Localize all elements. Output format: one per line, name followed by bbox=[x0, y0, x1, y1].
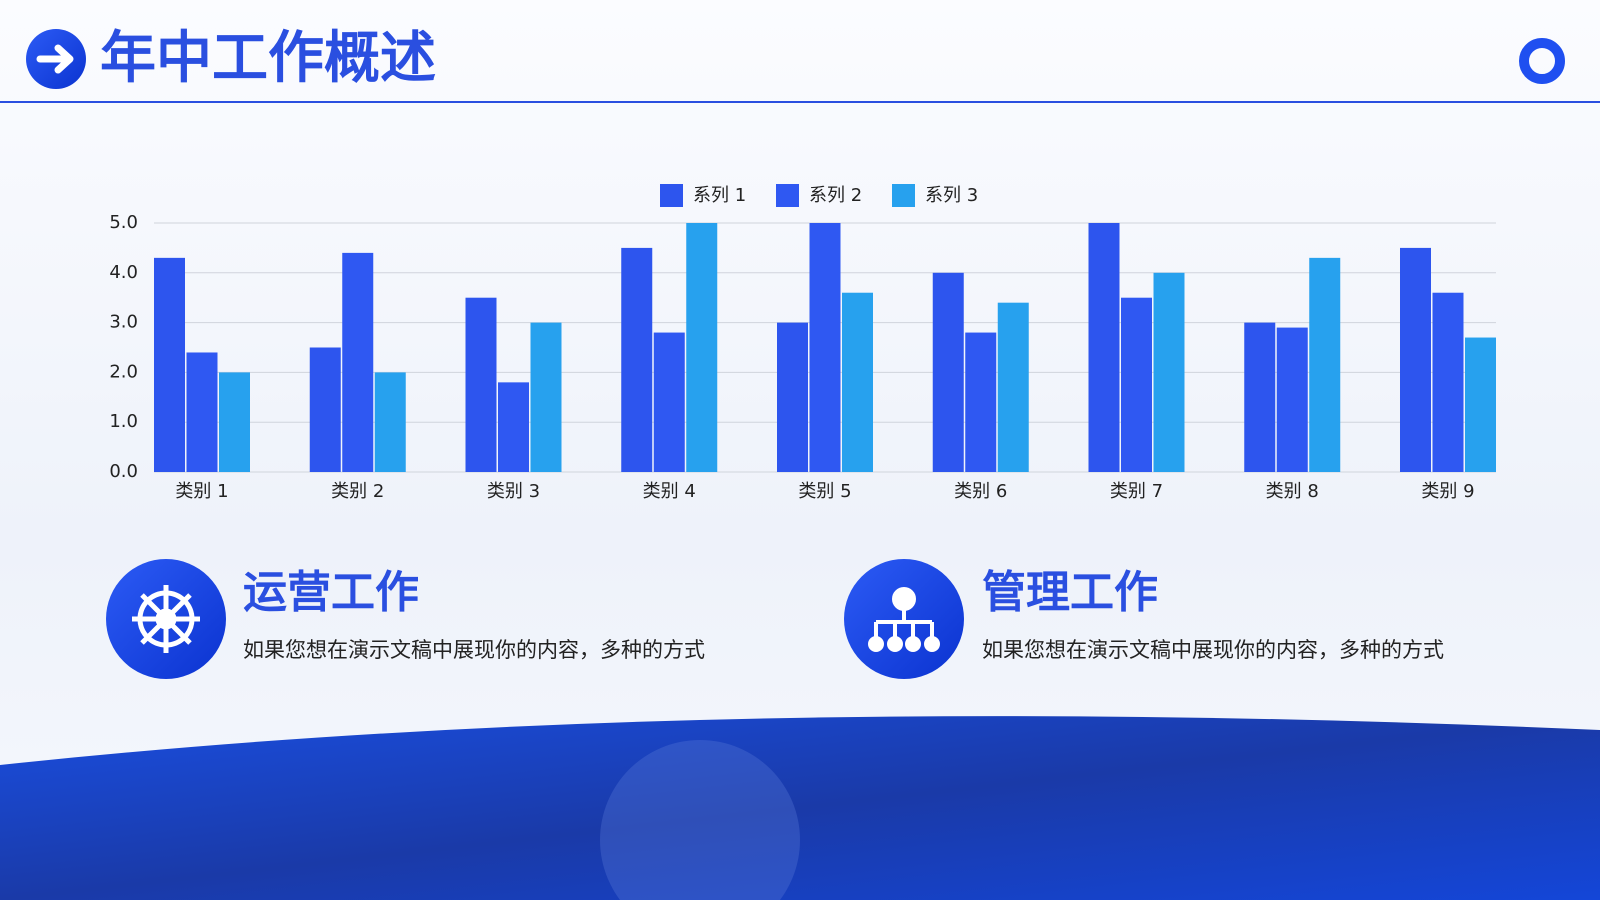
bar bbox=[465, 297, 497, 472]
x-tick-label: 类别 5 bbox=[798, 481, 851, 502]
ring bbox=[1519, 38, 1565, 84]
x-tick-label: 类别 8 bbox=[1266, 481, 1319, 502]
bar bbox=[1276, 327, 1308, 472]
legend-label: 系列 3 bbox=[925, 185, 978, 206]
y-tick-label: 0.0 bbox=[109, 461, 138, 482]
bar bbox=[1244, 322, 1276, 472]
legend-label: 系列 2 bbox=[809, 185, 862, 206]
bar bbox=[932, 272, 964, 472]
bar bbox=[374, 372, 406, 472]
bar bbox=[1121, 297, 1152, 472]
section-title: 运营工作 bbox=[243, 567, 419, 618]
y-tick-label: 5.0 bbox=[109, 212, 138, 233]
bottom-wave bbox=[0, 716, 1600, 900]
bar bbox=[653, 332, 685, 472]
section-title: 管理工作 bbox=[982, 567, 1158, 618]
legend-swatch bbox=[660, 184, 683, 207]
legend-swatch bbox=[776, 184, 799, 207]
bar bbox=[498, 382, 529, 472]
y-tick-label: 2.0 bbox=[109, 361, 138, 382]
y-tick-label: 4.0 bbox=[109, 262, 138, 283]
bar bbox=[621, 247, 653, 472]
bar bbox=[809, 223, 841, 472]
x-tick-label: 类别 6 bbox=[954, 481, 1007, 502]
title: 年中工作概述 bbox=[100, 26, 436, 91]
bar bbox=[154, 257, 185, 472]
y-tick-label: 1.0 bbox=[109, 411, 138, 432]
bar bbox=[777, 322, 808, 472]
bar bbox=[1309, 257, 1341, 472]
x-tick-label: 类别 9 bbox=[1421, 481, 1474, 502]
bar bbox=[530, 322, 562, 472]
bar bbox=[1400, 247, 1431, 472]
x-tick-label: 类别 1 bbox=[175, 481, 228, 502]
moon bbox=[600, 740, 800, 900]
bar bbox=[1153, 272, 1185, 472]
bar bbox=[309, 347, 341, 472]
x-tick-label: 类别 4 bbox=[643, 481, 696, 502]
bar bbox=[1088, 223, 1120, 472]
y-tick-label: 3.0 bbox=[109, 312, 138, 333]
bar bbox=[1432, 292, 1464, 472]
bar bbox=[965, 332, 997, 472]
x-tick-label: 类别 3 bbox=[487, 481, 540, 502]
wheel-icon bbox=[132, 585, 200, 653]
x-tick-label: 类别 7 bbox=[1110, 481, 1163, 502]
bar bbox=[842, 292, 873, 472]
section-text: 如果您想在演示文稿中展现你的内容，多种的方式 bbox=[243, 638, 705, 662]
section-text: 如果您想在演示文稿中展现你的内容，多种的方式 bbox=[982, 638, 1444, 662]
legend-swatch bbox=[892, 184, 915, 207]
org-icon bbox=[868, 587, 940, 652]
bar bbox=[686, 223, 718, 472]
legend-label: 系列 1 bbox=[693, 185, 746, 206]
arrow bbox=[36, 44, 74, 74]
x-tick-label: 类别 2 bbox=[331, 481, 384, 502]
bar bbox=[186, 352, 218, 472]
bar bbox=[997, 302, 1029, 472]
bar bbox=[1465, 337, 1496, 472]
bar bbox=[342, 252, 374, 472]
bar bbox=[219, 372, 250, 472]
